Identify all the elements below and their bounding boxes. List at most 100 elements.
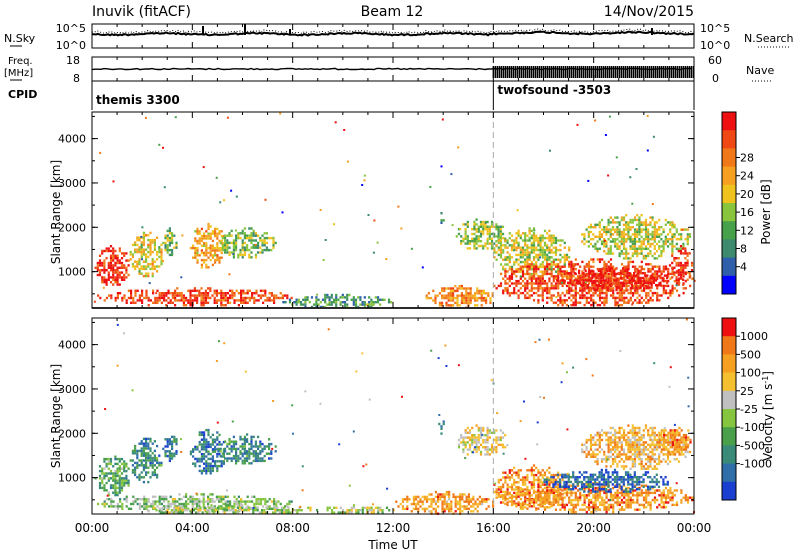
heat-cell: [630, 226, 632, 228]
heat-cell: [633, 279, 635, 281]
heat-cell: [108, 247, 110, 249]
heat-cell: [535, 287, 537, 289]
heat-cell: [520, 292, 522, 294]
heat-cell: [612, 252, 614, 254]
heat-cell: [654, 292, 656, 294]
heat-cell: [564, 302, 566, 304]
heat-cell: [441, 503, 443, 505]
heat-cell: [652, 236, 654, 238]
heat-cell: [228, 453, 230, 455]
heat-cell: [665, 290, 667, 292]
heat-cell: [268, 448, 270, 450]
heat-cell: [117, 269, 119, 271]
heat-cell: [132, 299, 134, 301]
heat-cell: [655, 279, 657, 281]
heat-cell: [246, 509, 248, 511]
heat-cell: [266, 453, 268, 455]
heat-cell: [242, 455, 244, 457]
heat-cell: [259, 445, 261, 447]
heat-cell: [344, 511, 346, 513]
heat-cell: [526, 268, 528, 270]
heat-cell: [110, 255, 112, 257]
heat-cell: [435, 496, 437, 498]
heat-cell: [201, 259, 203, 261]
heat-cell: [608, 224, 610, 226]
heat-cell: [511, 476, 513, 478]
heat-cell: [171, 455, 173, 457]
heat-cell: [646, 286, 648, 288]
heat-cell: [235, 462, 237, 464]
heat-cell: [500, 436, 502, 438]
heat-cell: [359, 303, 361, 305]
heat-cell: [132, 450, 134, 452]
heat-cell: [132, 302, 134, 304]
heat-cell: [652, 226, 654, 228]
heat-cell: [158, 246, 160, 248]
heat-cell: [189, 498, 191, 500]
heat-cell: [533, 479, 535, 481]
heat-cell: [615, 282, 617, 284]
heat-cell: [469, 448, 471, 450]
heat-cell: [117, 262, 119, 264]
heat-cell: [504, 268, 506, 270]
heat-cell: [217, 450, 219, 452]
heat-cell: [533, 486, 535, 488]
heat-cell: [239, 453, 241, 455]
heat-cell: [117, 279, 119, 281]
heat-cell: [570, 266, 572, 268]
heat-cell: [203, 470, 205, 472]
heat-cell: [526, 474, 528, 476]
heat-cell: [601, 292, 603, 294]
heat-cell: [208, 511, 210, 513]
heat-cell: [640, 282, 642, 284]
heat-cell: [618, 286, 620, 288]
heat-cell: [507, 290, 509, 292]
heat-cell: [480, 432, 482, 434]
heat-cell: [441, 505, 443, 507]
heat-cell: [156, 467, 158, 469]
heat-cell: [246, 433, 248, 435]
heat-cell: [548, 290, 550, 292]
heat-cell: [253, 299, 255, 301]
heat-cell: [203, 439, 205, 441]
heat-cell: [323, 259, 325, 261]
heat-cell: [119, 468, 121, 470]
heat-cell: [575, 290, 577, 292]
heat-cell: [542, 251, 544, 253]
heat-cell: [171, 453, 173, 455]
heat-cell: [218, 259, 220, 261]
heat-cell: [228, 443, 230, 445]
colorbar-swatch: [722, 185, 736, 204]
heat-cell: [164, 455, 166, 457]
heat-cell: [117, 255, 119, 257]
heat-cell: [342, 294, 344, 296]
heat-cell: [500, 285, 502, 287]
heat-cell: [162, 147, 164, 149]
colorbar-tick-label: 20: [740, 188, 754, 201]
heat-cell: [97, 294, 99, 296]
heat-cell: [216, 299, 218, 301]
heat-cell: [647, 224, 649, 226]
heat-cell: [643, 268, 645, 270]
heat-cell: [570, 294, 572, 296]
heat-cell: [564, 299, 566, 301]
heat-cell: [526, 287, 528, 289]
heat-cell: [119, 500, 121, 502]
heat-cell: [225, 294, 227, 296]
heat-cell: [495, 429, 497, 431]
heat-cell: [228, 509, 230, 511]
heat-cell: [244, 503, 246, 505]
heat-cell: [513, 479, 515, 481]
heat-cell: [152, 275, 154, 277]
heat-cell: [467, 292, 469, 294]
heat-cell: [620, 286, 622, 288]
heat-cell: [227, 500, 229, 502]
heat-cell: [257, 235, 259, 237]
heat-cell: [544, 244, 546, 246]
heat-cell: [242, 443, 244, 445]
heat-cell: [555, 275, 557, 277]
heat-cell: [235, 460, 237, 462]
heat-cell: [411, 503, 413, 505]
heat-cell: [429, 186, 431, 188]
heat-cell: [205, 230, 207, 232]
